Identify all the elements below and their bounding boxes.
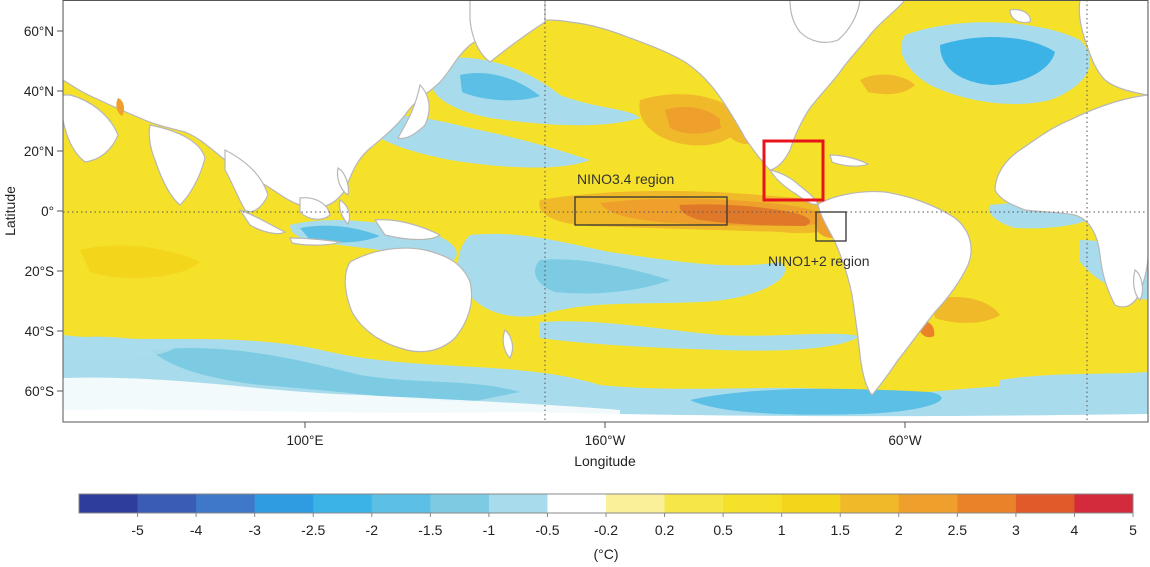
gulf-stream-warm	[860, 74, 915, 95]
y-tick-label: 0°	[41, 204, 54, 219]
colorbar-bin	[488, 494, 548, 513]
colorbar-tick-label: -4	[190, 522, 203, 538]
x-axis-label: Longitude	[574, 453, 636, 469]
colorbar-tick-label: 2.5	[948, 522, 968, 538]
arabia-landmass	[63, 94, 119, 163]
x-tick-label: 160°W	[585, 433, 626, 448]
colorbar-bin	[371, 494, 431, 513]
indochina-landmass	[224, 149, 269, 213]
colorbar: -5 -4 -3 -2.5 -2 -1.5 -1 -0.5 -0.2 0.2 0.5 1 1.5 2 2.5…	[78, 493, 1137, 538]
colorbar-tick-label: 3	[1012, 522, 1020, 538]
nino34-region-label: NINO3.4 region	[577, 171, 674, 187]
indian-ocean-warm-patch	[80, 245, 200, 278]
colorbar-bin	[196, 494, 256, 513]
colorbar-tick-label: 1.5	[830, 522, 850, 538]
sst-field	[63, 0, 1148, 422]
colorbar-bin	[1074, 494, 1134, 513]
colorbar-tick-label: 1	[778, 522, 786, 538]
greenland-landmass	[789, 0, 861, 43]
nino34-region-box	[574, 196, 728, 226]
southern-ocean-cool-core	[150, 348, 520, 402]
iceland-island	[1009, 9, 1031, 24]
borneo-island	[299, 197, 331, 220]
y-tick-label: 40°N	[24, 84, 54, 99]
north-pacific-cool-core	[460, 72, 540, 101]
colorbar-bin	[313, 494, 373, 513]
colorbar-bin	[957, 494, 1017, 513]
new-zealand-island	[502, 328, 514, 360]
indian-ocean-cool-patch	[63, 336, 180, 360]
japan-island	[397, 83, 430, 140]
x-axis: 100°E 160°W 60°W	[287, 422, 922, 448]
colorbar-tick-label: 0.5	[713, 522, 733, 538]
kamchatka-landmass	[469, 0, 546, 63]
sumatra-island	[238, 208, 287, 235]
north-america-landmass	[544, 0, 906, 171]
colorbar-bin	[430, 494, 490, 513]
x-tick-label: 100°E	[287, 433, 324, 448]
y-tick-label: 60°S	[25, 384, 54, 399]
cuba-island	[829, 154, 870, 167]
colorbar-tick-label: 4	[1071, 522, 1079, 538]
new-guinea-island	[373, 219, 442, 241]
colorbar-tick-label: -0.5	[535, 522, 559, 538]
south-pacific-cool-core	[535, 259, 670, 294]
colorbar-bin	[79, 494, 138, 513]
colorbar-bin	[1015, 494, 1075, 513]
x-tick-label: 60°W	[888, 433, 921, 448]
west-pacific-cool-core	[300, 225, 380, 243]
colorbar-tick-label: -2	[366, 522, 379, 538]
india-landmass	[148, 124, 206, 206]
colorbar-tick-label: -5	[131, 522, 144, 538]
y-tick-label: 40°S	[25, 324, 54, 339]
philippines-island	[336, 167, 350, 196]
south-america-landmass	[817, 190, 972, 396]
y-axis: 60°N 40°N 20°N 0° 20°S 40°S 60°S	[24, 24, 63, 399]
north-pacific-warm-core	[665, 106, 725, 134]
equatorial-hot-core	[679, 204, 810, 226]
colorbar-tick-label: -0.2	[594, 522, 618, 538]
colorbar-bin	[664, 494, 724, 513]
colorbar-tick-label: 0.2	[655, 522, 675, 538]
nino12-region-label: NINO1+2 region	[768, 253, 870, 269]
colorbar-tick-label: -1.5	[418, 522, 442, 538]
europe-landmass	[1078, 0, 1148, 96]
colorbar-unit-label: (°C)	[593, 546, 618, 562]
australia-landmass	[344, 247, 473, 353]
y-axis-label: Latitude	[2, 186, 18, 236]
south-atlantic-cool	[1000, 372, 1148, 401]
south-atlantic-warm	[930, 296, 1000, 323]
java-island	[289, 237, 343, 246]
highlight-box	[762, 139, 825, 202]
antarctica-landmass	[63, 409, 1148, 422]
north-atlantic-cool-core	[940, 36, 1055, 85]
y-tick-label: 60°N	[24, 24, 54, 39]
south-pacific-cool-strip	[540, 321, 860, 351]
colorbar-bin	[547, 494, 607, 513]
africa-landmass	[994, 94, 1148, 308]
colorbar-tick-label: 2	[895, 522, 903, 538]
colorbar-bin	[723, 494, 783, 513]
colorbar-bin	[137, 494, 197, 513]
map-gridlines	[63, 0, 1148, 422]
colorbar-tick-label: -3	[248, 522, 261, 538]
colorbar-tick-label: -2.5	[301, 522, 325, 538]
colorbar-bin	[254, 494, 314, 513]
y-tick-label: 20°S	[25, 264, 54, 279]
antarctic-cool-core	[690, 388, 942, 415]
red-sea-warm	[116, 98, 125, 116]
madagascar-island	[1133, 268, 1144, 301]
land-masses	[63, 0, 1148, 422]
colorbar-bin	[781, 494, 841, 513]
map-panel: NINO3.4 region NINO1+2 region 60°N 40°N …	[2, 0, 1149, 469]
y-tick-label: 20°N	[24, 144, 54, 159]
colorbar-tick-label: -1	[483, 522, 496, 538]
sulawesi-island	[338, 199, 351, 226]
colorbar-bin	[606, 494, 665, 513]
colorbar-bin	[840, 494, 900, 513]
colorbar-bin	[898, 494, 958, 513]
nino12-region-box	[815, 211, 847, 242]
colorbar-tick-label: 5	[1129, 522, 1137, 538]
